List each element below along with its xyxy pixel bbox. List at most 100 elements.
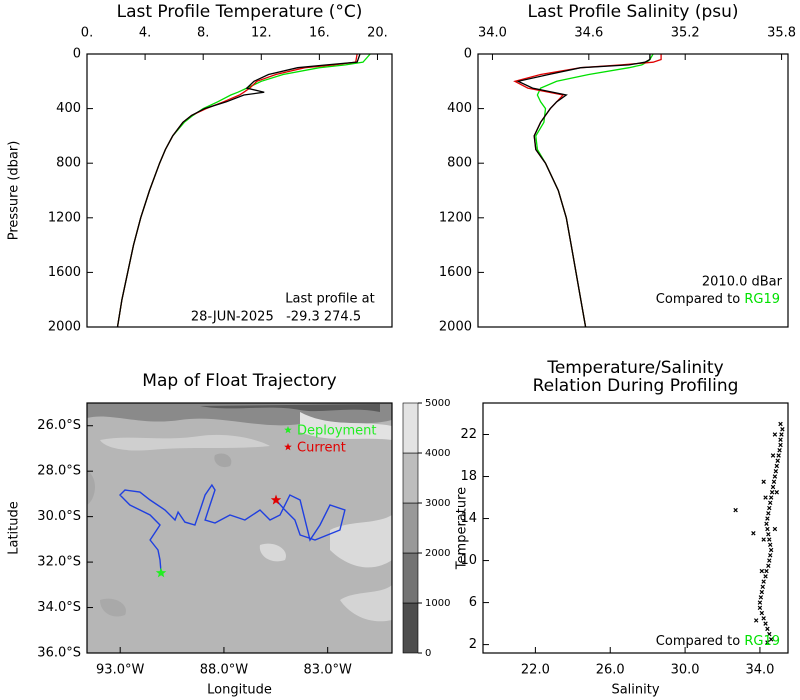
y-tick-label: 400	[56, 101, 81, 116]
ts-point	[763, 574, 768, 579]
plot-area	[116, 53, 371, 328]
annotation: 2010.0 dBar	[702, 275, 783, 290]
ts-point	[769, 490, 775, 495]
ts-point	[733, 507, 738, 513]
ts-point	[763, 621, 768, 626]
y-tick-label: 800	[56, 156, 81, 171]
y-tick-label: 0	[73, 47, 81, 62]
ts-point	[774, 490, 779, 495]
colorbar-label: 2000	[425, 548, 450, 559]
ts-point	[757, 605, 763, 611]
x-tick-label: 12.	[251, 26, 272, 41]
plot-area	[119, 483, 346, 574]
ts-point	[767, 542, 773, 548]
profile-line	[516, 54, 651, 328]
annotation: Compared to RG19	[656, 292, 780, 307]
chart-title: Last Profile Temperature (°C)	[117, 2, 363, 22]
ts-point	[761, 579, 766, 584]
x-tick-label: 35.8	[767, 26, 796, 41]
ts-point	[765, 526, 770, 532]
y-tick-label: 1600	[439, 265, 472, 280]
plot-frame	[477, 53, 789, 328]
ts-point	[751, 531, 756, 536]
ts-point	[753, 618, 759, 623]
ts-point	[776, 453, 781, 458]
profile-line	[116, 53, 361, 328]
reference-name: RG19	[744, 292, 780, 307]
ts-point	[773, 469, 779, 474]
ts-point	[772, 432, 778, 437]
x-tick-label: 83.0°W	[304, 663, 352, 678]
ts-point	[757, 600, 763, 605]
annotation: Last profile at	[285, 292, 374, 307]
legend-symbol	[284, 426, 292, 434]
x-tick-label: 30.0	[671, 663, 700, 678]
plot-area	[733, 421, 785, 645]
ts-point	[777, 448, 782, 453]
colorbar-label: 4000	[425, 448, 450, 459]
ts-point	[767, 500, 773, 506]
x-tick-label: 20.	[367, 26, 388, 41]
trajectory	[119, 483, 346, 574]
ts-point	[772, 526, 778, 532]
ts-point	[764, 521, 769, 527]
ts-point	[759, 589, 765, 595]
ts-point	[765, 516, 770, 521]
ts-point	[767, 505, 772, 511]
profile-line	[116, 53, 358, 328]
y-tick-label: 10	[460, 553, 477, 568]
bathymetry	[87, 403, 392, 653]
annotation-text: Compared to	[656, 634, 745, 649]
ts-point	[772, 474, 778, 479]
y-tick-label: 400	[447, 101, 472, 116]
y-axis-label: Pressure (dbar)	[7, 141, 22, 241]
profile-line	[535, 53, 654, 328]
y-tick-label: 0	[464, 47, 472, 62]
ts-point	[767, 631, 772, 637]
ts-point	[766, 532, 771, 537]
x-axis-label: Salinity	[611, 683, 659, 698]
ts-point	[759, 568, 765, 574]
annotation: 28-JUN-2025 -29.3 274.5	[191, 310, 361, 325]
reference-name: RG19	[744, 634, 780, 649]
colorbar-label: 3000	[425, 498, 450, 509]
chart-title: Map of Float Trajectory	[142, 371, 336, 391]
y-tick-label: 14	[460, 511, 477, 526]
ts-point	[759, 610, 765, 616]
colorbar-label: 1000	[425, 598, 450, 609]
y-tick-label: 22	[460, 427, 477, 442]
ts-point	[778, 437, 783, 442]
position-marker	[155, 567, 167, 578]
ts-point	[763, 495, 768, 500]
ts-point	[767, 537, 772, 542]
y-tick-label: 1200	[439, 210, 472, 225]
colorbar-label: 0	[425, 648, 431, 659]
annotation-text: Compared to	[656, 292, 745, 307]
y-tick-label: 2000	[439, 320, 472, 335]
y-tick-label: 800	[447, 156, 472, 171]
annotation: Compared to RG19	[656, 634, 780, 649]
ts-point	[768, 495, 774, 500]
x-tick-label: 4.	[139, 26, 151, 41]
x-tick-label: 34.0	[478, 26, 507, 41]
ts-point	[765, 640, 770, 645]
ts-point	[778, 442, 783, 448]
x-tick-label: 88.0°W	[200, 663, 248, 678]
ts-point	[766, 563, 771, 569]
position-marker	[270, 494, 282, 505]
ts-point	[771, 479, 777, 485]
ts-point	[758, 595, 764, 600]
plot-area	[513, 53, 662, 328]
y-tick-label: 18	[460, 469, 477, 484]
ts-point	[770, 453, 776, 458]
colorbar-band	[402, 552, 419, 604]
y-axis-label: Latitude	[7, 501, 22, 555]
y-tick-label: 1200	[48, 210, 81, 225]
x-tick-label: 0.	[81, 26, 93, 41]
y-tick-label: 26.0°S	[37, 418, 81, 433]
y-tick-label: 1600	[48, 265, 81, 280]
colorbar-label: 5000	[425, 398, 450, 409]
y-tick-label: 28.0°S	[37, 464, 81, 479]
x-tick-label: 8.	[197, 26, 209, 41]
